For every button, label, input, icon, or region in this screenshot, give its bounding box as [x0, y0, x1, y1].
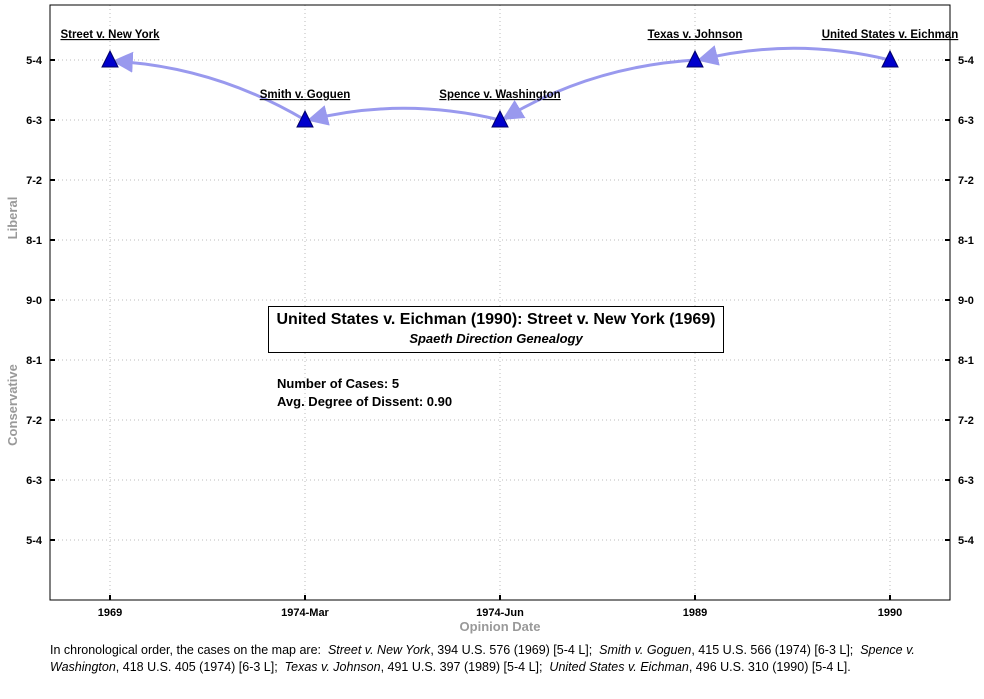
y-tick-label-right: 6-3: [958, 475, 974, 487]
y-group-label-liberal: Liberal: [5, 197, 20, 240]
case-point-marker: [491, 109, 509, 128]
stats-panel: Number of Cases: 5 Avg. Degree of Dissen…: [277, 375, 452, 411]
y-tick-label-left: 7-2: [26, 415, 42, 427]
y-tick-label-right: 8-1: [958, 355, 974, 367]
caption-case-citation: , 491 U.S. 397 (1989) [5-4 L];: [380, 660, 543, 674]
chart-subtitle: Spaeth Direction Genealogy: [409, 331, 583, 346]
caption-case-name: United States v. Eichman: [549, 660, 689, 674]
y-tick-label-left: 6-3: [26, 115, 42, 127]
y-tick-label-left: 6-3: [26, 475, 42, 487]
x-tick-label: 1974-Jun: [476, 607, 524, 619]
y-tick-label-left: 8-1: [26, 235, 42, 247]
case-point-label: United States v. Eichman: [822, 29, 959, 41]
case-point-label: Smith v. Goguen: [260, 89, 351, 101]
x-tick-label: 1969: [98, 607, 122, 619]
y-tick-label-left: 7-2: [26, 175, 42, 187]
case-point-marker: [881, 49, 899, 68]
y-tick-label-left: 5-4: [26, 55, 43, 67]
case-point-marker: [686, 49, 704, 68]
y-tick-label-right: 5-4: [958, 55, 975, 67]
genealogy-chart: 5-4 5-4 6-3 6-3 7-2 7-2 8-1 8-1 9-0 9-0 8-1 8-1 7-2 7…: [5, 4, 975, 634]
number-of-cases: Number of Cases: 5: [277, 376, 400, 391]
x-tick-label: 1990: [878, 607, 902, 619]
y-tick-label-left: 5-4: [26, 535, 43, 547]
genealogy-arrow: [502, 58, 696, 121]
y-tick-label-left: 9-0: [26, 295, 42, 307]
case-point-label: Street v. New York: [60, 29, 160, 41]
case-point-label: Texas v. Johnson: [648, 29, 743, 41]
caption-case-citation: , 496 U.S. 310 (1990) [5-4 L].: [688, 660, 851, 674]
case-point-label: Spence v. Washington: [439, 89, 560, 101]
chart-title-box: United States v. Eichman (1990): Street …: [268, 306, 724, 353]
case-point-marker: [101, 49, 119, 68]
x-axis-title: Opinion Date: [460, 619, 541, 634]
y-tick-label-right: 5-4: [958, 535, 975, 547]
caption-case-name: Spence v. Washington: [50, 643, 915, 674]
genealogy-arrow: [111, 51, 306, 122]
points-layer: Street v. New York Smith v. Goguen Spence …: [60, 29, 959, 128]
y-group-label-conservative: Conservative: [5, 364, 20, 446]
y-tick-label-left: 8-1: [26, 355, 42, 367]
chart-title: United States v. Eichman (1990): Street …: [276, 311, 716, 328]
caption-case-citation: , 394 U.S. 576 (1969) [5-4 L];: [430, 643, 593, 657]
caption-case-name: Street v. New York: [327, 643, 431, 657]
caption-case-citation: , 415 U.S. 566 (1974) [6-3 L];: [691, 643, 854, 657]
y-tick-label-right: 7-2: [958, 175, 974, 187]
caption-intro: In chronological order, the cases on the…: [50, 643, 321, 657]
arrows-layer: [111, 45, 891, 126]
caption-case-name: Texas v. Johnson: [284, 660, 381, 674]
genealogy-arrow: [306, 105, 501, 126]
case-point-marker: [296, 109, 314, 128]
x-tick-label: 1989: [683, 607, 707, 619]
caption: In chronological order, the cases on the…: [50, 642, 950, 676]
genealogy-arrow: [696, 45, 891, 66]
ticks-layer: 5-4 5-4 6-3 6-3 7-2 7-2 8-1 8-1 9-0 9-0 8-1 8-1 7-2 7…: [26, 55, 975, 619]
y-tick-label-right: 9-0: [958, 295, 974, 307]
y-tick-label-right: 8-1: [958, 235, 974, 247]
x-tick-label: 1974-Mar: [281, 607, 329, 619]
y-tick-label-right: 7-2: [958, 415, 974, 427]
caption-case-name: Smith v. Goguen: [599, 643, 692, 657]
caption-case-citation: , 418 U.S. 405 (1974) [6-3 L];: [115, 660, 278, 674]
avg-degree-of-dissent: Avg. Degree of Dissent: 0.90: [277, 394, 453, 409]
y-tick-label-right: 6-3: [958, 115, 974, 127]
